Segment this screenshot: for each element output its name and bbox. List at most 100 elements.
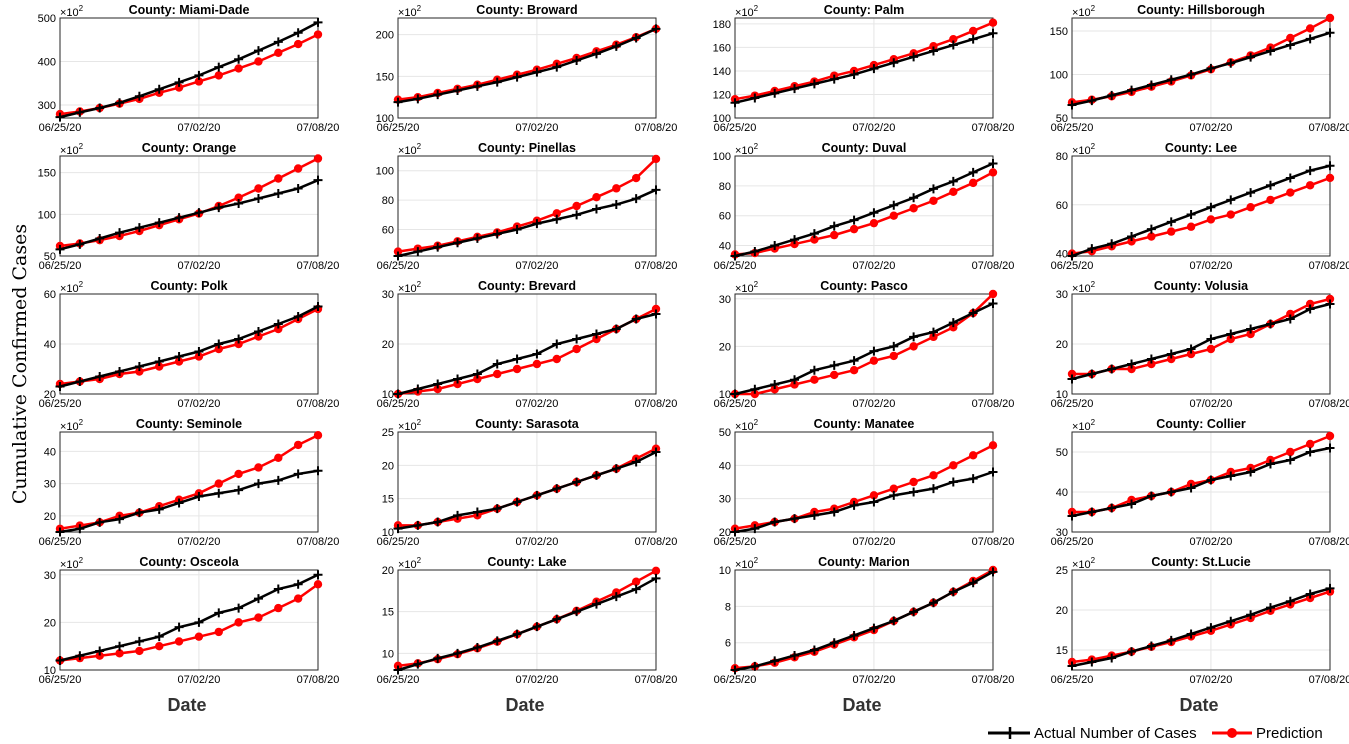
panel-frame: [734, 293, 994, 395]
prediction-point: [254, 613, 263, 622]
actual-point: [492, 504, 502, 514]
panel-title: County: Broward: [476, 3, 577, 17]
panel-title: County: Volusia: [1154, 279, 1249, 293]
panel-title: County: Palm: [824, 3, 905, 17]
actual-point: [790, 235, 800, 245]
y-tick-label: 120: [713, 89, 731, 101]
actual-line: [1071, 164, 1331, 258]
actual-point: [1186, 344, 1196, 354]
actual-point: [174, 213, 184, 223]
panel-border: [1071, 17, 1331, 119]
prediction-point: [909, 342, 918, 351]
actual-point: [750, 247, 760, 257]
actual-point: [154, 504, 164, 514]
prediction-point: [1305, 299, 1315, 309]
actual-point: [95, 372, 105, 381]
actual-point: [1107, 503, 1117, 513]
actual-point: [1226, 195, 1236, 205]
actual-point: [889, 341, 899, 351]
actual-point: [1325, 161, 1335, 171]
panel-title: County: Miami-Dade: [129, 3, 250, 17]
actual-point: [55, 527, 65, 537]
legend-actual-label: Actual Number of Cases: [1034, 725, 1197, 742]
panel-border: [734, 155, 994, 257]
prediction-point: [770, 385, 779, 394]
actual-point: [253, 194, 263, 203]
panel-frame: [59, 17, 319, 119]
prediction-point: [810, 375, 819, 384]
actual-point: [1206, 475, 1216, 485]
axis-multiplier: ×102: [60, 280, 84, 295]
actual-point: [174, 622, 184, 632]
actual-point: [453, 510, 463, 520]
actual-point: [413, 384, 423, 394]
y-tick-label: 10: [719, 389, 731, 401]
prediction-point: [194, 632, 204, 641]
actual-point: [174, 498, 184, 508]
actual-point: [532, 622, 542, 632]
axis-multiplier: ×102: [60, 142, 84, 157]
actual-point: [55, 244, 65, 254]
axis-multiplier: ×102: [1072, 556, 1096, 571]
panel-15: 20 30 40 50 06/25/20 07/02/20 07/08/20 County: …: [714, 417, 1015, 548]
actual-point: [849, 69, 859, 79]
actual-point: [1166, 349, 1176, 359]
y-tick-label: 50: [44, 251, 56, 263]
panel-border: [397, 431, 657, 533]
x-tick-label: 07/02/20: [1190, 398, 1233, 410]
prediction-point: [155, 641, 164, 651]
y-tick-label: 6: [725, 638, 731, 650]
axis-multiplier: ×102: [60, 4, 84, 19]
y-tick-label: 60: [382, 225, 394, 237]
legend-actual-marker: [1004, 727, 1016, 739]
actual-point: [194, 347, 204, 356]
actual-point: [1246, 467, 1256, 477]
y-tick-label: 400: [38, 56, 56, 68]
panel-2: 100 150 200 06/25/20 07/02/20 07/08/20 County:…: [376, 3, 678, 134]
prediction-point: [651, 304, 661, 314]
actual-point: [869, 497, 879, 507]
actual-line: [397, 450, 657, 530]
prediction-point: [194, 77, 204, 86]
x-tick-label: 07/02/20: [516, 398, 559, 410]
panel-14: 10 15 20 25 06/25/20 07/02/20 07/08/20 County: …: [377, 417, 678, 548]
actual-point: [552, 214, 562, 224]
x-tick-label: 06/25/20: [377, 260, 420, 272]
actual-point: [214, 203, 224, 213]
actual-point: [313, 466, 323, 476]
y-tick-label: 10: [719, 565, 731, 577]
x-tick-label: 06/25/20: [714, 122, 757, 134]
x-tick-label: 07/08/20: [635, 122, 678, 134]
prediction-point: [1067, 369, 1077, 379]
legend-prediction-label: Prediction: [1256, 725, 1323, 742]
actual-point: [492, 77, 502, 87]
axis-multiplier: ×102: [398, 142, 422, 157]
prediction-point: [174, 357, 184, 366]
actual-point: [75, 524, 85, 534]
actual-point: [611, 464, 621, 474]
panel-frame: [397, 17, 657, 119]
actual-point: [651, 573, 661, 583]
actual-point: [1265, 46, 1275, 56]
prediction-point: [1186, 222, 1196, 231]
actual-point: [512, 629, 522, 639]
prediction-point: [949, 34, 958, 44]
actual-point: [134, 223, 144, 233]
actual-point: [95, 646, 105, 656]
x-tick-label: 07/02/20: [853, 536, 896, 548]
prediction-point: [214, 627, 223, 637]
actual-point: [1146, 224, 1156, 234]
actual-point: [253, 46, 263, 56]
actual-point: [809, 510, 819, 520]
actual-point: [631, 33, 641, 43]
prediction-point: [929, 42, 938, 51]
actual-point: [234, 199, 244, 208]
panel-title: County: Collier: [1156, 417, 1246, 431]
actual-point: [413, 94, 423, 104]
panel-title: County: Duval: [822, 141, 907, 155]
panel-9: 20 40 60 06/25/20 07/02/20 07/08/20 County: Po…: [39, 279, 340, 410]
prediction-point: [929, 471, 938, 480]
actual-point: [1166, 75, 1176, 85]
prediction-point: [313, 154, 323, 163]
actual-point: [790, 650, 800, 660]
